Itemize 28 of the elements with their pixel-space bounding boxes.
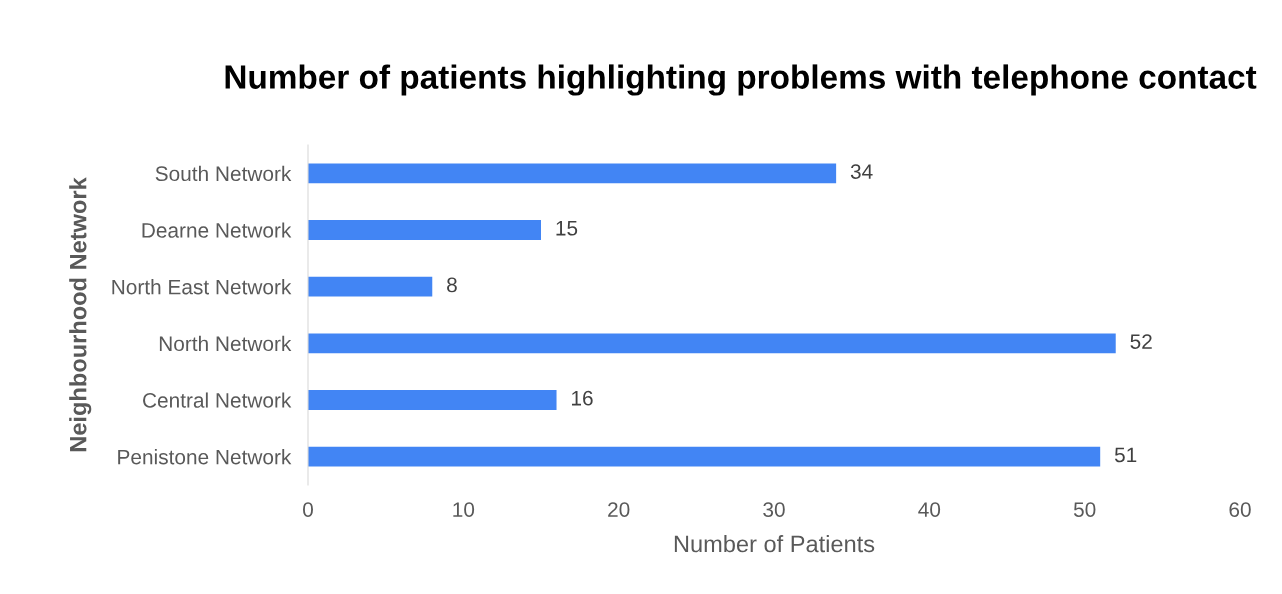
y-tick-label: Dearne Network <box>142 222 292 238</box>
y-tick-label: North East Network <box>112 279 292 295</box>
bar <box>308 446 1101 467</box>
x-axis-title: Number of Patients <box>674 534 875 553</box>
bar <box>308 163 837 184</box>
data-label: 51 <box>1114 447 1137 463</box>
bar <box>308 390 557 410</box>
y-tick-label: Central Network <box>143 392 292 408</box>
y-axis-title: Neighbourhood Network <box>69 177 92 452</box>
data-label: 16 <box>572 390 593 406</box>
y-tick-label: North Network <box>159 335 292 352</box>
chart-title: Number of patients highlighting problems with telephone contact <box>225 64 1257 96</box>
x-tick-label: 50 <box>1073 502 1096 517</box>
data-label: 52 <box>1130 334 1152 349</box>
x-tick-label: 60 <box>1229 502 1251 517</box>
data-label: 34 <box>850 164 873 179</box>
data-label: 15 <box>556 221 578 236</box>
bar <box>308 276 433 297</box>
y-tick-label: South Network <box>155 165 292 182</box>
y-tick-label: Penistone Network <box>118 449 292 465</box>
x-tick-label: 30 <box>763 502 785 517</box>
x-tick-label: 10 <box>453 502 475 517</box>
data-label: 8 <box>447 277 457 293</box>
bar <box>308 333 1116 354</box>
x-tick-label: 20 <box>608 502 630 517</box>
x-tick-label: 0 <box>303 502 313 517</box>
x-tick-label: 40 <box>918 502 941 517</box>
bar <box>308 220 541 240</box>
